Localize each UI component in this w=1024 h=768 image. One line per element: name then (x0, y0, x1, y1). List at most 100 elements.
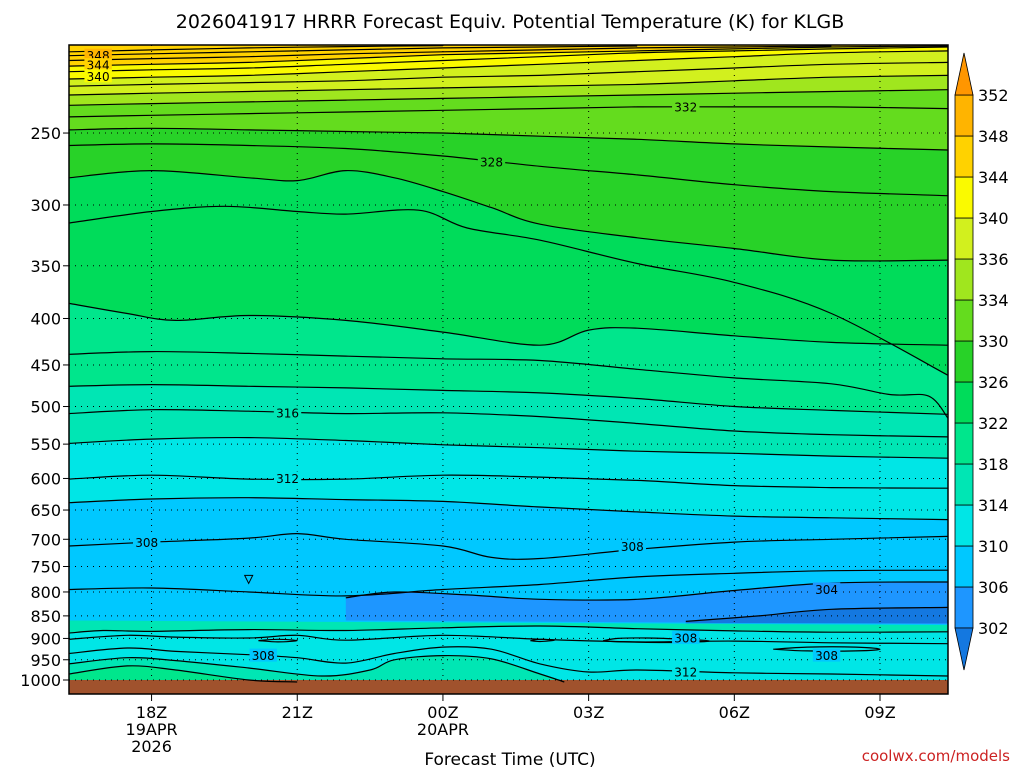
contour-label: 312 (276, 472, 299, 486)
colorbar-label: 344 (978, 168, 1009, 187)
y-axis: 250 300 350 400 450 500 550 600 650 700 750 800 850 9… (20, 124, 69, 690)
contour-label: 304 (815, 583, 838, 597)
contour-label-bg (812, 582, 841, 596)
contour-316 (69, 665, 298, 683)
contour-310 (530, 638, 556, 643)
contour-314 (69, 436, 948, 459)
contour-306 (258, 638, 298, 643)
colorbar-top-arrow (954, 52, 974, 96)
band-region (685, 607, 948, 624)
colorbar-label: 348 (978, 127, 1009, 146)
y-tick-label: 1000 (20, 671, 61, 690)
contour-316 (69, 409, 948, 438)
colorbar-label: 340 (978, 209, 1009, 228)
contour-label-bg (133, 535, 161, 549)
colorbar-label: 318 (978, 455, 1009, 474)
contour-348 (69, 45, 638, 57)
contour-label: 308 (135, 536, 158, 550)
colorbar-band (954, 135, 974, 178)
colorbar-band (954, 299, 974, 342)
colorbar-band (954, 463, 974, 506)
x-tick-label: 2026 (131, 737, 172, 756)
contour-336 (69, 74, 948, 96)
colorbar-label: 334 (978, 291, 1009, 310)
contour-label-bg (477, 154, 506, 168)
contour-label: 312 (674, 666, 697, 680)
markers (243, 574, 254, 585)
y-tick-label: 550 (30, 435, 61, 454)
y-tick-label: 450 (30, 356, 61, 375)
contour-306 (69, 569, 948, 597)
y-tick-label: 750 (30, 557, 61, 576)
contour-346 (69, 45, 832, 62)
y-tick-label: 250 (30, 124, 61, 143)
y-tick-label: 850 (30, 607, 61, 626)
colorbar-band (954, 217, 974, 260)
colorbar-band (954, 545, 974, 588)
y-tick-label: 350 (30, 257, 61, 276)
contour-label-bg (84, 58, 112, 72)
ground-layer (69, 680, 948, 694)
ground (69, 680, 948, 694)
contour-label: 308 (815, 649, 838, 663)
y-tick-label: 400 (30, 309, 61, 328)
y-tick-label: 800 (30, 583, 61, 602)
contour-314 (69, 654, 565, 683)
contour-330 (69, 127, 948, 151)
contour-label: 332 (674, 100, 697, 114)
colorbar-label: 302 (978, 619, 1009, 638)
colorbar-label: 310 (978, 537, 1009, 556)
contour-label: 308 (674, 631, 697, 645)
x-tick-label: 21Z (282, 703, 313, 722)
contour-lines (69, 45, 948, 683)
x-axis-title: Forecast Time (UTC) (424, 750, 595, 768)
contour-344 (69, 45, 948, 67)
contour-label-bg (672, 630, 700, 644)
y-tick-label: 700 (30, 530, 61, 549)
contour-326 (69, 169, 948, 262)
x-tick-label: 00Z (427, 703, 458, 722)
x-tick-label: 09Z (864, 703, 895, 722)
contour-304 (685, 606, 948, 622)
colorbar-band (954, 340, 974, 383)
contour-label-bg (812, 648, 841, 662)
contour-310 (69, 634, 948, 645)
contour-label-bg (273, 471, 302, 485)
contour-350 (69, 45, 443, 53)
contour-308 (69, 532, 948, 560)
y-tick-label: 900 (30, 629, 61, 648)
chart-title: 2026041917 HRRR Forecast Equiv. Potentia… (176, 11, 845, 33)
contour-332 (69, 106, 948, 118)
contour-310 (603, 637, 711, 644)
x-tick-label: 19APR (126, 720, 178, 739)
colorbar: 302 306 310 314 318 322 326 330 334 336 340 344 348 3… (954, 52, 1009, 671)
colorbar-label: 330 (978, 332, 1009, 351)
colorbar-band (954, 381, 974, 424)
contour-label-bg (672, 665, 700, 679)
colorbar-band (954, 258, 974, 301)
y-tick-label: 650 (30, 501, 61, 520)
contour-320 (69, 350, 948, 419)
credit-text[interactable]: coolwx.com/models (862, 747, 1010, 765)
contour-label-bg (618, 539, 647, 553)
colorbar-band (954, 504, 974, 547)
contour-label: 340 (87, 70, 110, 84)
grid-lines (69, 45, 948, 681)
colorbar-bottom-arrow (954, 627, 974, 671)
contour-340 (69, 50, 948, 80)
x-tick-label: 06Z (719, 703, 750, 722)
triangle-marker (243, 574, 254, 585)
y-tick-label: 300 (30, 196, 61, 215)
colorbar-band (954, 422, 974, 465)
colorbar-label: 306 (978, 578, 1009, 597)
band-region (69, 665, 298, 682)
contour-label: 308 (621, 540, 644, 554)
contour-322 (69, 302, 948, 346)
contour-label-bg (84, 69, 112, 83)
contour-342 (69, 46, 948, 73)
colorbar-label: 322 (978, 414, 1009, 433)
contour-label: 308 (252, 649, 275, 663)
plot-frame (68, 44, 949, 695)
